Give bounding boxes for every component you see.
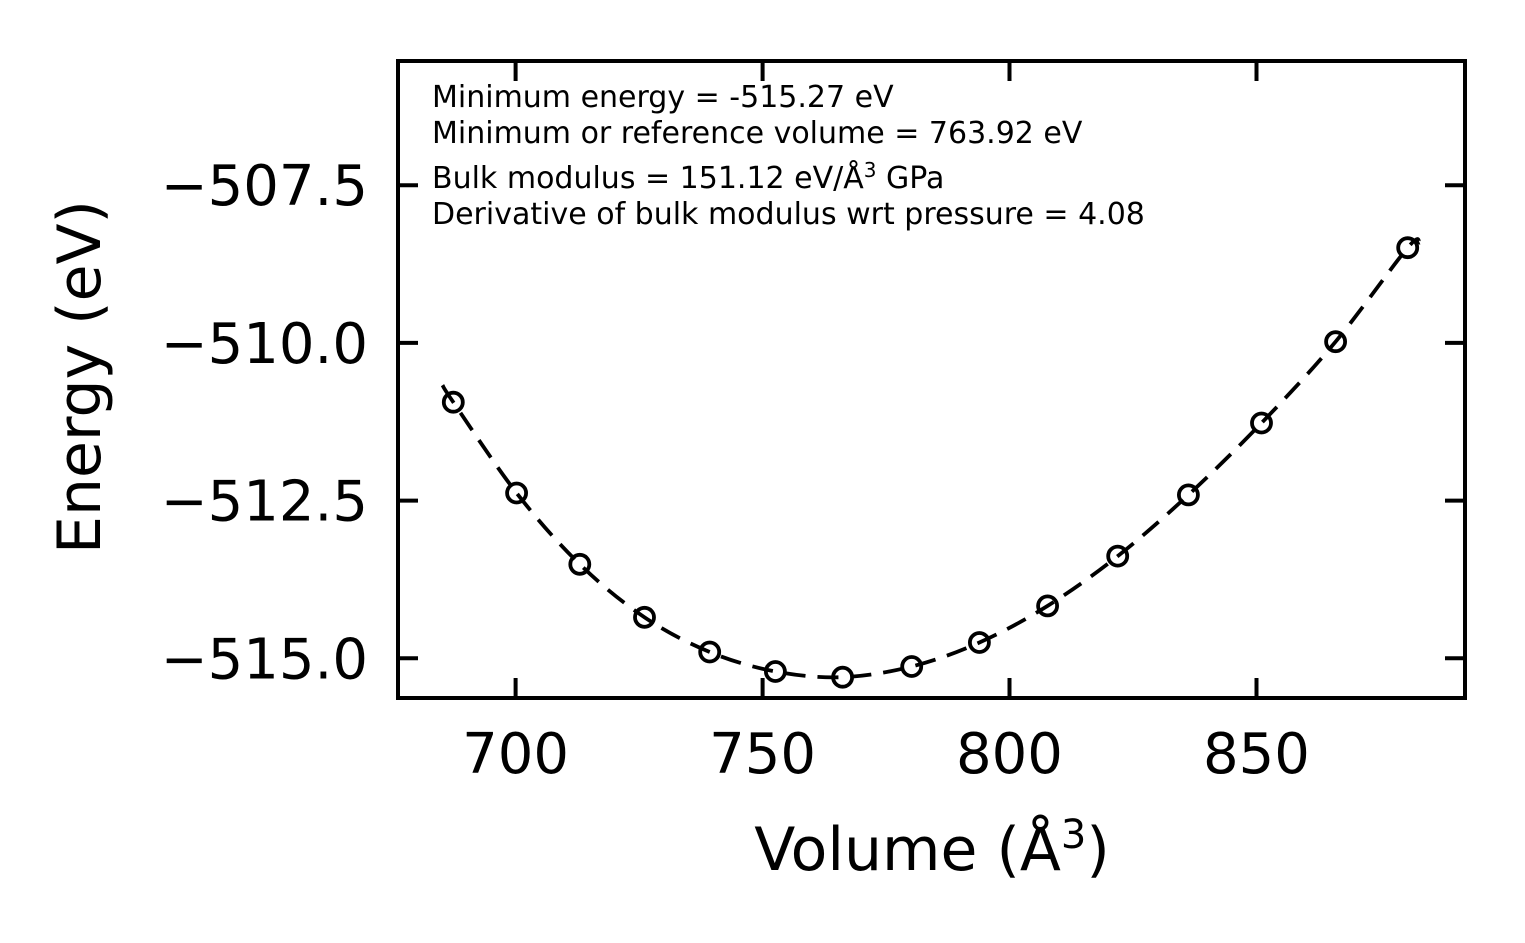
- y-tick-label: −507.5: [161, 154, 368, 219]
- data-point-marker: [1106, 544, 1130, 568]
- data-point-marker: [900, 655, 924, 678]
- x-tick-label: 800: [956, 722, 1063, 787]
- x-tick-label: 750: [709, 722, 816, 787]
- y-axis-label: Energy (eV): [45, 200, 115, 554]
- y-tick-label: −515.0: [161, 627, 368, 692]
- data-point-marker: [1324, 330, 1347, 354]
- data-point-marker: [764, 660, 787, 683]
- data-point-marker: [831, 665, 854, 689]
- data-point-marker: [698, 640, 722, 664]
- data-point-marker: [968, 631, 991, 654]
- fit-annotation-line: Minimum or reference volume = 763.92 eV: [432, 116, 1083, 151]
- fit-annotation-line: Derivative of bulk modulus wrt pressure …: [432, 197, 1145, 232]
- axes-frame: [396, 59, 1467, 700]
- data-point-marker: [1177, 483, 1200, 507]
- data-point-marker: [505, 481, 528, 505]
- y-tick-label: −512.5: [161, 470, 368, 535]
- x-tick-label: 850: [1203, 722, 1310, 787]
- fit-annotation-line: Minimum energy = -515.27 eV: [432, 80, 894, 115]
- data-point-marker: [633, 605, 656, 629]
- fit-annotation-line: Bulk modulus = 151.12 eV/Å3 GPa: [432, 158, 944, 196]
- data-point-marker: [1396, 236, 1420, 260]
- y-tick-label: −510.0: [161, 312, 368, 377]
- x-tick-label: 700: [462, 722, 569, 787]
- data-point-marker: [568, 552, 592, 576]
- data-point-marker: [441, 390, 465, 414]
- data-point-marker: [1036, 594, 1059, 618]
- data-point-marker: [1250, 411, 1273, 435]
- x-axis-label: Volume (Å3): [754, 812, 1110, 885]
